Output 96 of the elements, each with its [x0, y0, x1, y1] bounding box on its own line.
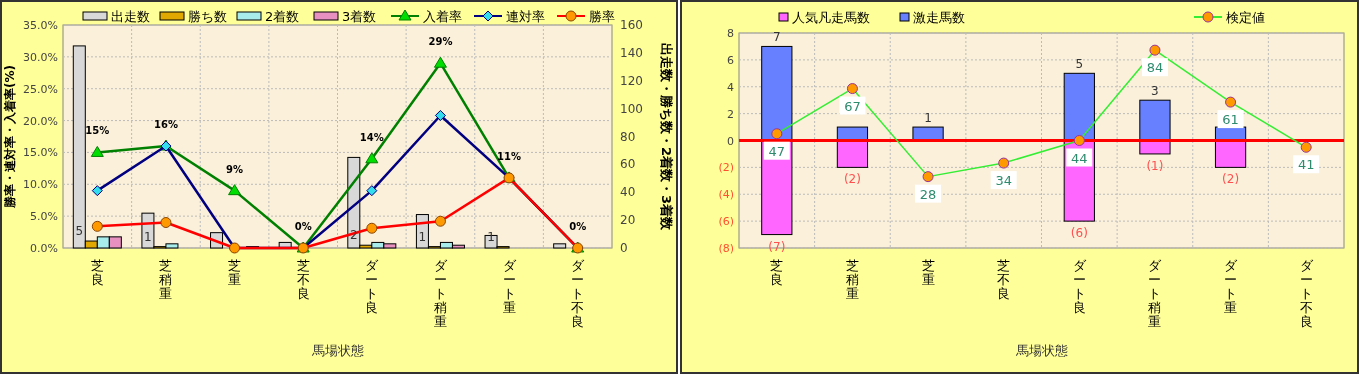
- x-tick-label: 芝良: [90, 258, 104, 287]
- x-tick-label: 芝重: [921, 258, 935, 287]
- y-tick-label: 8: [727, 27, 734, 40]
- y-tick-label: 25.0%: [23, 82, 58, 96]
- data-label: 1: [924, 111, 932, 126]
- bar: [1139, 99, 1171, 141]
- data-label: (2): [1222, 172, 1240, 187]
- y-tick-label: (2): [718, 161, 734, 175]
- y2-tick-label: 160: [620, 18, 643, 32]
- data-label: 28: [919, 186, 937, 202]
- bar: [553, 243, 567, 249]
- legend-label: 激走馬数: [913, 10, 965, 25]
- data-label: 16%: [153, 119, 178, 131]
- y-tick-label: 2: [727, 107, 734, 121]
- point: [365, 152, 379, 164]
- legend-label: 勝率: [589, 9, 615, 24]
- x-tick-label: ダート重: [1224, 258, 1239, 315]
- data-label: 84: [1146, 60, 1164, 76]
- x-tick-label: ダート不良: [1299, 258, 1314, 329]
- y-tick-label: 35.0%: [23, 19, 58, 32]
- y-tick-label: 4: [727, 80, 734, 94]
- data-label: 3: [1151, 84, 1159, 99]
- x-axis-title: 馬場状態: [310, 343, 364, 358]
- data-label: (2): [843, 172, 861, 187]
- y-tick-label: 20.0%: [23, 114, 58, 128]
- x-tick-label: 芝重: [228, 258, 242, 287]
- data-label: 34: [995, 173, 1012, 189]
- x-tick-label: 芝良: [770, 258, 784, 287]
- bar: [836, 140, 869, 168]
- x-tick-label: 芝不良: [296, 258, 310, 301]
- y-tick-label: 0: [727, 134, 734, 148]
- data-label: 14%: [359, 131, 384, 143]
- x-axis-title: 馬場状態: [1014, 343, 1068, 358]
- data-label: 9%: [226, 163, 244, 175]
- y2-tick-label: 100: [620, 101, 643, 116]
- legend-label: 検定値: [1226, 10, 1265, 25]
- x-tick-label: ダート重: [502, 258, 517, 315]
- legend-label: 勝ち数: [188, 9, 227, 24]
- data-label: 44: [1071, 150, 1088, 166]
- y-tick-label: (6): [718, 215, 734, 229]
- bar: [1214, 140, 1247, 168]
- point: [433, 56, 447, 68]
- data-label: (7): [768, 239, 786, 254]
- x-tick-label: ダート良: [365, 258, 380, 315]
- y-tick-label: 10.0%: [23, 178, 58, 192]
- data-label: 1: [418, 229, 427, 244]
- point: [90, 145, 104, 157]
- data-label: (1): [1146, 158, 1164, 173]
- data-label: 5: [75, 224, 84, 239]
- legend-label: 連対率: [506, 9, 545, 24]
- y-tick-label: 0.0%: [30, 242, 58, 255]
- y2-tick-label: 140: [620, 45, 643, 60]
- data-label: 29%: [428, 36, 453, 48]
- bar: [1063, 72, 1095, 141]
- x-tick-label: ダート不良: [571, 258, 586, 329]
- point: [366, 185, 378, 197]
- legend-label: 2着数: [265, 9, 300, 24]
- x-tick-label: ダート稍重: [433, 258, 448, 329]
- x-tick-label: 芝不良: [997, 258, 1011, 301]
- legend-label: 人気凡走馬数: [792, 10, 870, 25]
- y-tick-label: (4): [718, 188, 734, 202]
- y2-tick-label: 20: [620, 213, 636, 228]
- data-label: 1: [144, 229, 152, 244]
- data-label: 67: [844, 98, 861, 114]
- y-tick-label: (8): [718, 242, 734, 255]
- point: [228, 184, 242, 196]
- data-label: 0%: [294, 221, 312, 232]
- y2-tick-label: 40: [620, 185, 636, 200]
- y-tick-label: 30.0%: [23, 50, 58, 64]
- point: [434, 109, 446, 121]
- y2-tick-label: 60: [620, 157, 636, 172]
- x-tick-label: 芝稍重: [845, 258, 859, 301]
- legend-label: 入着率: [423, 9, 462, 24]
- x-tick-label: ダート稍重: [1148, 258, 1163, 329]
- y2-axis-title: 出走数・勝ち数・2着数・3着数: [659, 42, 674, 232]
- y-tick-label: 6: [727, 53, 734, 67]
- data-label: 7: [772, 30, 781, 45]
- y-tick-label: 5.0%: [30, 210, 58, 224]
- data-label: 41: [1297, 157, 1315, 173]
- data-label: 0%: [569, 221, 587, 232]
- data-label: (6): [1070, 226, 1088, 241]
- y-axis-title: 勝率・連対率・入着率(%): [3, 65, 17, 209]
- legend-label: 出走数: [111, 9, 150, 24]
- data-label: 15%: [85, 125, 110, 137]
- y-tick-label: 15.0%: [23, 146, 58, 160]
- x-tick-label: 芝稍重: [159, 258, 173, 301]
- x-tick-label: ダート良: [1072, 258, 1087, 315]
- y2-tick-label: 80: [620, 129, 636, 144]
- y2-tick-label: 0: [620, 241, 628, 255]
- data-label: 47: [768, 143, 786, 159]
- point: [91, 185, 103, 197]
- y2-tick-label: 120: [620, 73, 643, 88]
- data-label: 11%: [497, 150, 522, 162]
- data-label: 5: [1075, 57, 1084, 72]
- legend-label: 3着数: [342, 9, 377, 24]
- data-label: 61: [1222, 112, 1239, 128]
